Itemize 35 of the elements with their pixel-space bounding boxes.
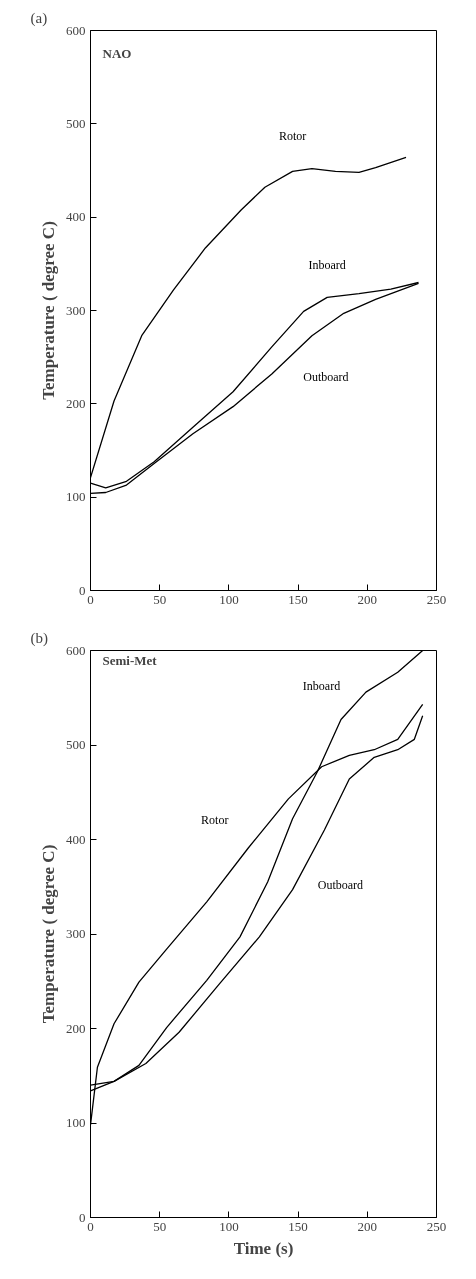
x-axis-title: Time (s) xyxy=(233,1238,294,1258)
y-tick-label: 300 xyxy=(66,302,86,318)
text: NAO xyxy=(102,45,132,61)
y-axis-title: Temperature ( degree C) xyxy=(39,844,58,1024)
x-tick-label: 150 xyxy=(288,1218,308,1234)
text: (b) xyxy=(30,629,48,647)
y-tick-label: 100 xyxy=(66,1115,86,1130)
series-label: Inboard xyxy=(308,258,346,273)
y-tick-label: 400 xyxy=(66,209,86,225)
series-label: Outboard xyxy=(317,878,364,893)
x-tick-label: 100 xyxy=(219,1218,239,1234)
x-tick-label: 200 xyxy=(357,1218,378,1234)
series-label: Outboard xyxy=(303,369,349,384)
y-tick-label: 200 xyxy=(66,1020,86,1036)
x-tick-label: 250 xyxy=(426,1218,447,1234)
text: Rotor xyxy=(201,812,229,827)
text: Rotor xyxy=(278,129,307,144)
x-tick-label: 200 xyxy=(357,591,378,607)
y-tick-label: 600 xyxy=(66,642,86,658)
y-tick-label: 500 xyxy=(66,737,86,752)
y-tick-label: 300 xyxy=(66,926,86,941)
y-axis-title: Temperature ( degree C) xyxy=(39,221,58,400)
y-tick-label: 400 xyxy=(66,831,86,847)
chart-title: Semi-Met xyxy=(102,652,158,668)
y-tick-label: 600 xyxy=(66,22,86,38)
y-tick-label: 200 xyxy=(66,395,86,411)
x-tick-label: 150 xyxy=(288,591,308,607)
series-label: Inboard xyxy=(302,679,341,694)
x-tick-label: 50 xyxy=(153,1218,167,1234)
x-tick-label: 100 xyxy=(219,591,239,607)
y-tick-label: 100 xyxy=(66,489,86,505)
y-tick-label: 500 xyxy=(66,115,86,131)
x-tick-label: 50 xyxy=(153,591,167,607)
text: (a) xyxy=(30,9,48,27)
x-tick-label: 250 xyxy=(426,591,447,607)
